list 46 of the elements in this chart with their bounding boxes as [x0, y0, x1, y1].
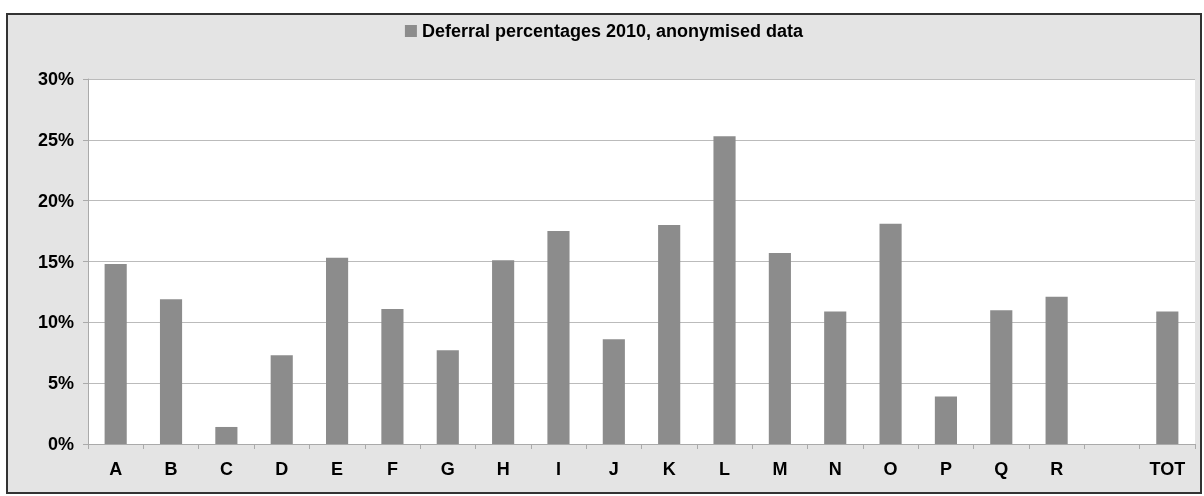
x-tick-label: J [608, 459, 619, 479]
bar [104, 263, 127, 444]
bar [547, 231, 570, 444]
bar [602, 339, 625, 444]
bar [713, 136, 736, 444]
y-tick-label: 15% [37, 251, 74, 272]
bar [436, 350, 459, 444]
bar [326, 257, 349, 444]
bar [270, 355, 293, 444]
bar [381, 308, 404, 444]
x-tick-label: Q [994, 459, 1009, 479]
x-tick-label: TOT [1149, 459, 1186, 479]
bar [1045, 296, 1068, 444]
bar [159, 299, 183, 444]
x-tick-label: A [109, 459, 123, 479]
y-tick-label: 5% [47, 373, 74, 394]
y-tick-label: 25% [37, 129, 74, 150]
x-tick-label: M [772, 459, 788, 479]
x-tick-label: R [1050, 459, 1064, 479]
y-tick-label: 10% [37, 312, 74, 333]
bar [768, 252, 791, 444]
x-tick-label: K [662, 459, 676, 479]
x-tick-label: I [555, 459, 561, 479]
y-tick-label: 30% [37, 69, 74, 89]
bar [492, 260, 515, 444]
bar [824, 311, 847, 444]
x-tick-label: G [440, 459, 455, 479]
x-tick-label: L [719, 459, 731, 479]
x-tick-label: C [219, 459, 233, 479]
x-tick-label: D [275, 459, 289, 479]
bar [658, 225, 681, 444]
x-tick-label: O [883, 459, 898, 479]
bar [879, 223, 902, 444]
legend-label: Deferral percentages 2010, anonymised data [421, 21, 805, 41]
x-tick-label: B [164, 459, 178, 479]
x-tick-label: P [939, 459, 952, 479]
x-tick-label: F [386, 459, 398, 479]
bar [934, 396, 957, 444]
x-tick-label: N [828, 459, 842, 479]
x-tick-label: H [496, 459, 510, 479]
y-tick-label: 20% [37, 190, 74, 211]
bar [215, 426, 238, 444]
x-tick-label: E [331, 459, 344, 479]
bar [990, 310, 1013, 444]
bar [1156, 311, 1179, 444]
y-tick-label: 0% [47, 434, 74, 454]
